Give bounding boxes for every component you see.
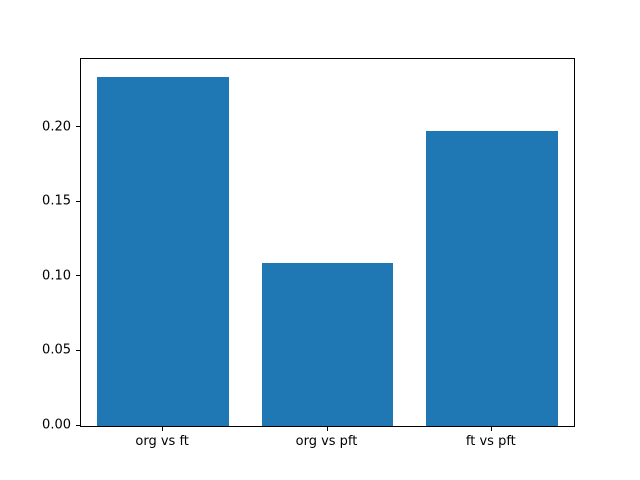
y-tick-label: 0.05	[42, 342, 71, 358]
x-tick-label: ft vs pft	[465, 434, 516, 449]
bar-org-vs-ft	[97, 76, 229, 426]
y-tick-mark	[76, 200, 80, 202]
x-axis: org vs ft org vs pft ft vs pft	[80, 427, 575, 457]
bar-ft-vs-pft	[426, 130, 558, 426]
y-tick-label: 0.10	[42, 268, 71, 284]
plot-area	[80, 58, 575, 427]
y-tick-mark	[76, 424, 80, 426]
bar-org-vs-pft	[261, 263, 394, 426]
y-tick-mark	[76, 275, 80, 277]
y-axis: 0.00 0.05 0.10 0.15 0.20	[0, 58, 80, 432]
y-tick-label: 0.20	[42, 119, 71, 135]
y-tick-mark	[76, 349, 80, 351]
y-tick-mark	[76, 126, 80, 128]
x-tick-mark	[326, 427, 328, 431]
x-tick-mark	[162, 427, 164, 431]
x-tick-label: org vs ft	[135, 434, 189, 449]
x-tick-label: org vs pft	[295, 434, 358, 449]
y-tick-label: 0.15	[42, 193, 71, 209]
y-tick-label: 0.00	[42, 417, 71, 433]
x-tick-mark	[490, 427, 492, 431]
